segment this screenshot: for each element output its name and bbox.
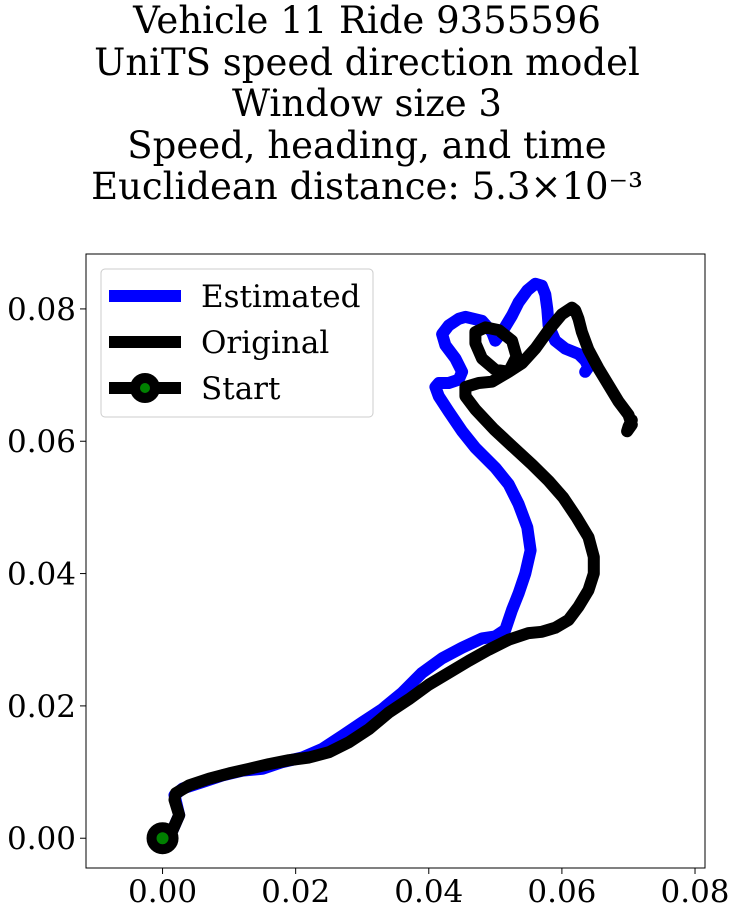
x-tick-label: 0.00 (128, 874, 197, 910)
legend-label-original: Original (201, 325, 329, 361)
title-line-3: Window size 3 (232, 82, 502, 125)
x-tick-label: 0.08 (661, 874, 730, 910)
x-tick-label: 0.04 (394, 874, 463, 910)
title-line-4: Speed, heading, and time (127, 123, 607, 167)
axis-ticks: 0.00 0.02 0.04 0.06 0.08 0.00 0.02 0.04 0.06 0.08 (7, 292, 730, 910)
series-lines (146, 277, 638, 855)
legend: Estimated Original Start (100, 268, 374, 418)
chart-title: Vehicle 11 Ride 9355596 UniTS speed dire… (0, 0, 734, 208)
plot-area-frame (85, 253, 706, 869)
y-tick-label: 0.08 (7, 292, 76, 328)
x-tick-label: 0.06 (527, 874, 596, 910)
legend-start-marker (130, 373, 160, 403)
y-tick-label: 0.02 (7, 689, 76, 725)
legend-box (100, 268, 374, 418)
legend-label-estimated: Estimated (201, 279, 360, 315)
series-line-original (156, 301, 638, 845)
legend-label-start: Start (201, 371, 281, 407)
title-line-1: Vehicle 11 Ride 9355596 (133, 0, 601, 42)
y-tick-label: 0.06 (7, 424, 76, 460)
y-tick-label: 0.04 (7, 557, 76, 593)
title-line-5: Euclidean distance: 5.3×10⁻³ (91, 165, 643, 208)
x-tick-label: 0.02 (261, 874, 330, 910)
y-tick-label: 0.00 (7, 821, 76, 857)
start-marker (146, 822, 179, 855)
title-line-2: UniTS speed direction model (94, 40, 640, 84)
